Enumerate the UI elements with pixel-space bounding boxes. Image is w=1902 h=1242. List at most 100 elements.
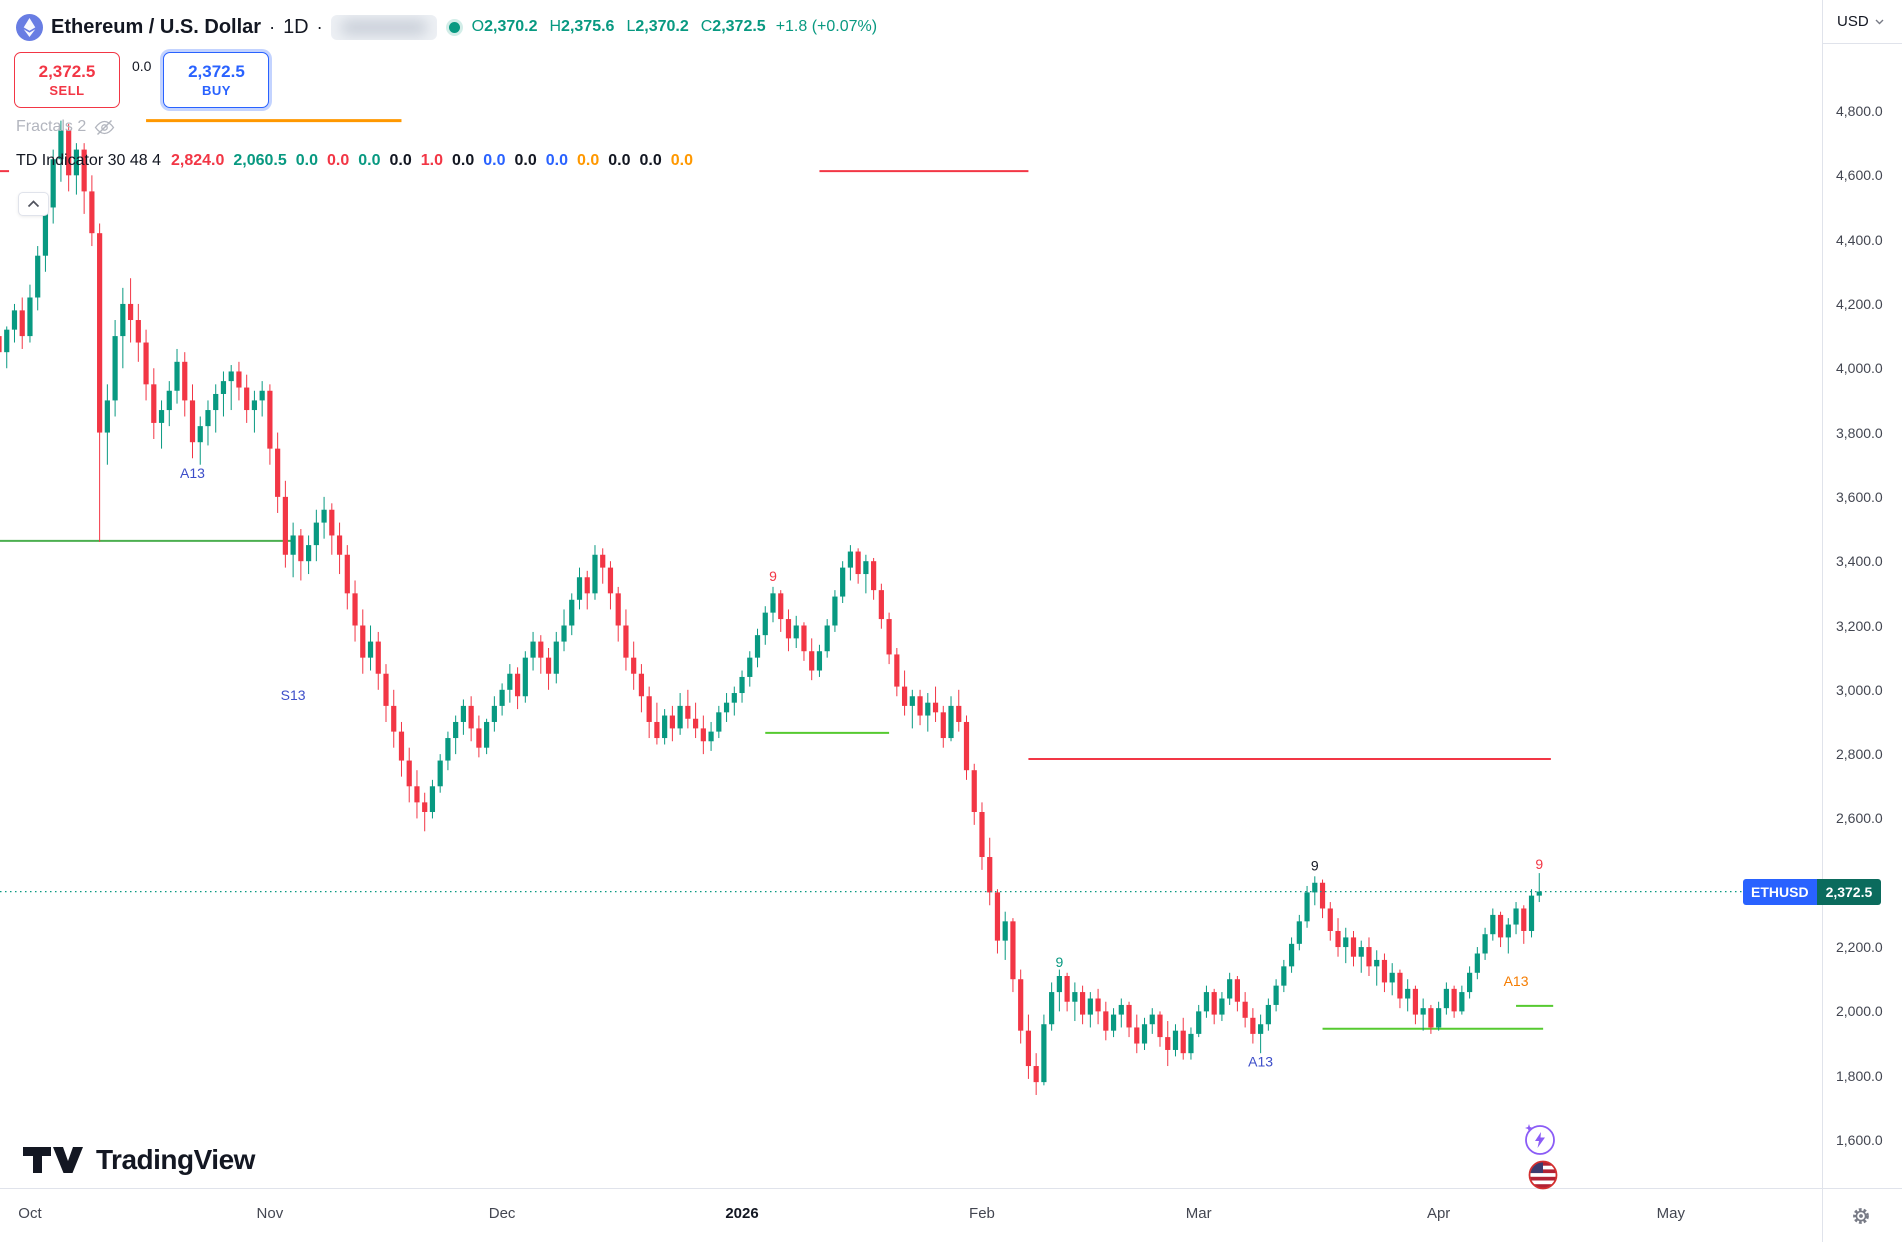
candle (1196, 1004, 1202, 1038)
price-axis-label: 2,600.0 (1836, 810, 1883, 827)
candle (600, 548, 606, 584)
candle (1505, 918, 1511, 954)
candle (507, 664, 513, 703)
fractals-indicator-name[interactable]: Fractals 2 (16, 118, 87, 135)
candle (35, 246, 41, 311)
market-status-dot[interactable] (448, 21, 460, 33)
price-axis[interactable]: USD 4,800.0 4,600.0 4,400.0 4,200.0 4,000.0 3… (1822, 0, 1902, 1188)
td-indicator-value: 0.0 (639, 152, 662, 169)
candle (863, 554, 869, 594)
candle (1149, 1008, 1155, 1034)
candle (708, 721, 714, 751)
candle (948, 696, 954, 742)
buy-price: 2,372.5 (188, 62, 245, 82)
candle (445, 731, 451, 771)
td-indicator-value: 0.0 (295, 152, 318, 169)
candle (855, 548, 861, 584)
candle (1141, 1017, 1148, 1050)
candlestick-chart[interactable]: A13 S13 9 9 A13 9 A13 9 (0, 0, 1822, 1188)
candle (182, 352, 188, 417)
candle (576, 567, 583, 610)
candle (484, 718, 490, 755)
candle (584, 570, 590, 610)
candle (1335, 918, 1341, 957)
candle (1281, 959, 1287, 993)
candle (693, 702, 699, 739)
tradingview-logo[interactable]: TradingView (22, 1144, 255, 1176)
candle (809, 638, 815, 681)
time-axis[interactable]: Oct Nov Dec 2026 Feb Mar Apr May (0, 1188, 1902, 1242)
candle (1072, 982, 1078, 1022)
interval-selector[interactable]: 1D (283, 15, 309, 38)
gear-icon[interactable] (1850, 1205, 1872, 1227)
td-indicator-legend: TD Indicator 30 48 4 2,824.0 2,060.5 0.0 0.… (16, 152, 693, 170)
symbol-title[interactable]: Ethereum / U.S. Dollar (51, 15, 262, 38)
tradingview-logo-text: TradingView (96, 1144, 255, 1175)
ohlc-pair: H2,375.6 (549, 18, 615, 35)
candle (275, 432, 281, 513)
chevron-up-icon (27, 200, 40, 208)
candle (1010, 918, 1016, 993)
candle (213, 384, 219, 433)
candle (4, 326, 10, 369)
candle (754, 628, 761, 668)
candle (437, 754, 443, 793)
candle (336, 522, 343, 575)
candle (50, 149, 56, 224)
candle (716, 705, 722, 739)
buy-button[interactable]: 2,372.5 BUY (163, 52, 270, 108)
candle (956, 689, 962, 732)
td-indicator-value: 0.0 (483, 152, 506, 169)
candle (1536, 873, 1542, 903)
price-axis-label: 3,400.0 (1836, 553, 1883, 570)
candle (1405, 979, 1411, 1012)
candle (1296, 914, 1302, 951)
candle (1528, 889, 1535, 938)
candle (909, 689, 915, 729)
candle (1420, 998, 1426, 1031)
candle (1374, 950, 1380, 986)
candle (514, 667, 521, 710)
candle (561, 609, 567, 652)
candle (491, 696, 497, 732)
candle (1265, 998, 1271, 1031)
candle (731, 686, 737, 716)
candle (1103, 1001, 1109, 1041)
candle (360, 609, 366, 674)
chart-annotation: A13 (1248, 1054, 1273, 1070)
sell-button[interactable]: 2,372.5 SELL (14, 52, 120, 108)
eye-hidden-icon[interactable] (94, 119, 115, 136)
spread-value: 0.0 (132, 58, 152, 74)
candle (1436, 1001, 1442, 1031)
chart-annotation: 9 (1311, 857, 1319, 873)
candle (1397, 969, 1403, 1009)
candle (414, 770, 420, 819)
chevron-down-icon (1875, 19, 1884, 25)
candle (685, 689, 691, 729)
currency-label: USD (1837, 13, 1869, 30)
candle (143, 329, 149, 401)
candle (925, 693, 931, 732)
candle (1312, 876, 1318, 906)
ai-assistant-icon[interactable] (1522, 1122, 1556, 1156)
candle (662, 709, 668, 745)
td-indicator-values: 2,824.0 2,060.5 0.0 0.0 0.0 0.0 1.0 0.0 0.0 0.0 0.… (171, 152, 693, 170)
axis-corner-divider (1822, 1189, 1823, 1242)
currency-selector[interactable]: USD (1823, 0, 1902, 44)
chart-annotation: A13 (1504, 973, 1529, 989)
candle (321, 496, 327, 539)
candle (1381, 953, 1388, 993)
candle (205, 400, 211, 446)
collapse-legend-button[interactable] (18, 192, 49, 216)
candle (669, 705, 675, 742)
candle (638, 664, 645, 713)
candle (1064, 972, 1070, 1012)
candle (1118, 998, 1124, 1028)
candle (120, 287, 126, 369)
td-indicator-value: 0.0 (577, 152, 600, 169)
price-axis-label: 2,000.0 (1836, 1003, 1883, 1020)
td-indicator-name[interactable]: TD Indicator 30 48 4 (16, 152, 161, 169)
candle (1033, 1053, 1039, 1095)
us-flag-icon[interactable] (1526, 1158, 1560, 1192)
candle (367, 625, 374, 671)
